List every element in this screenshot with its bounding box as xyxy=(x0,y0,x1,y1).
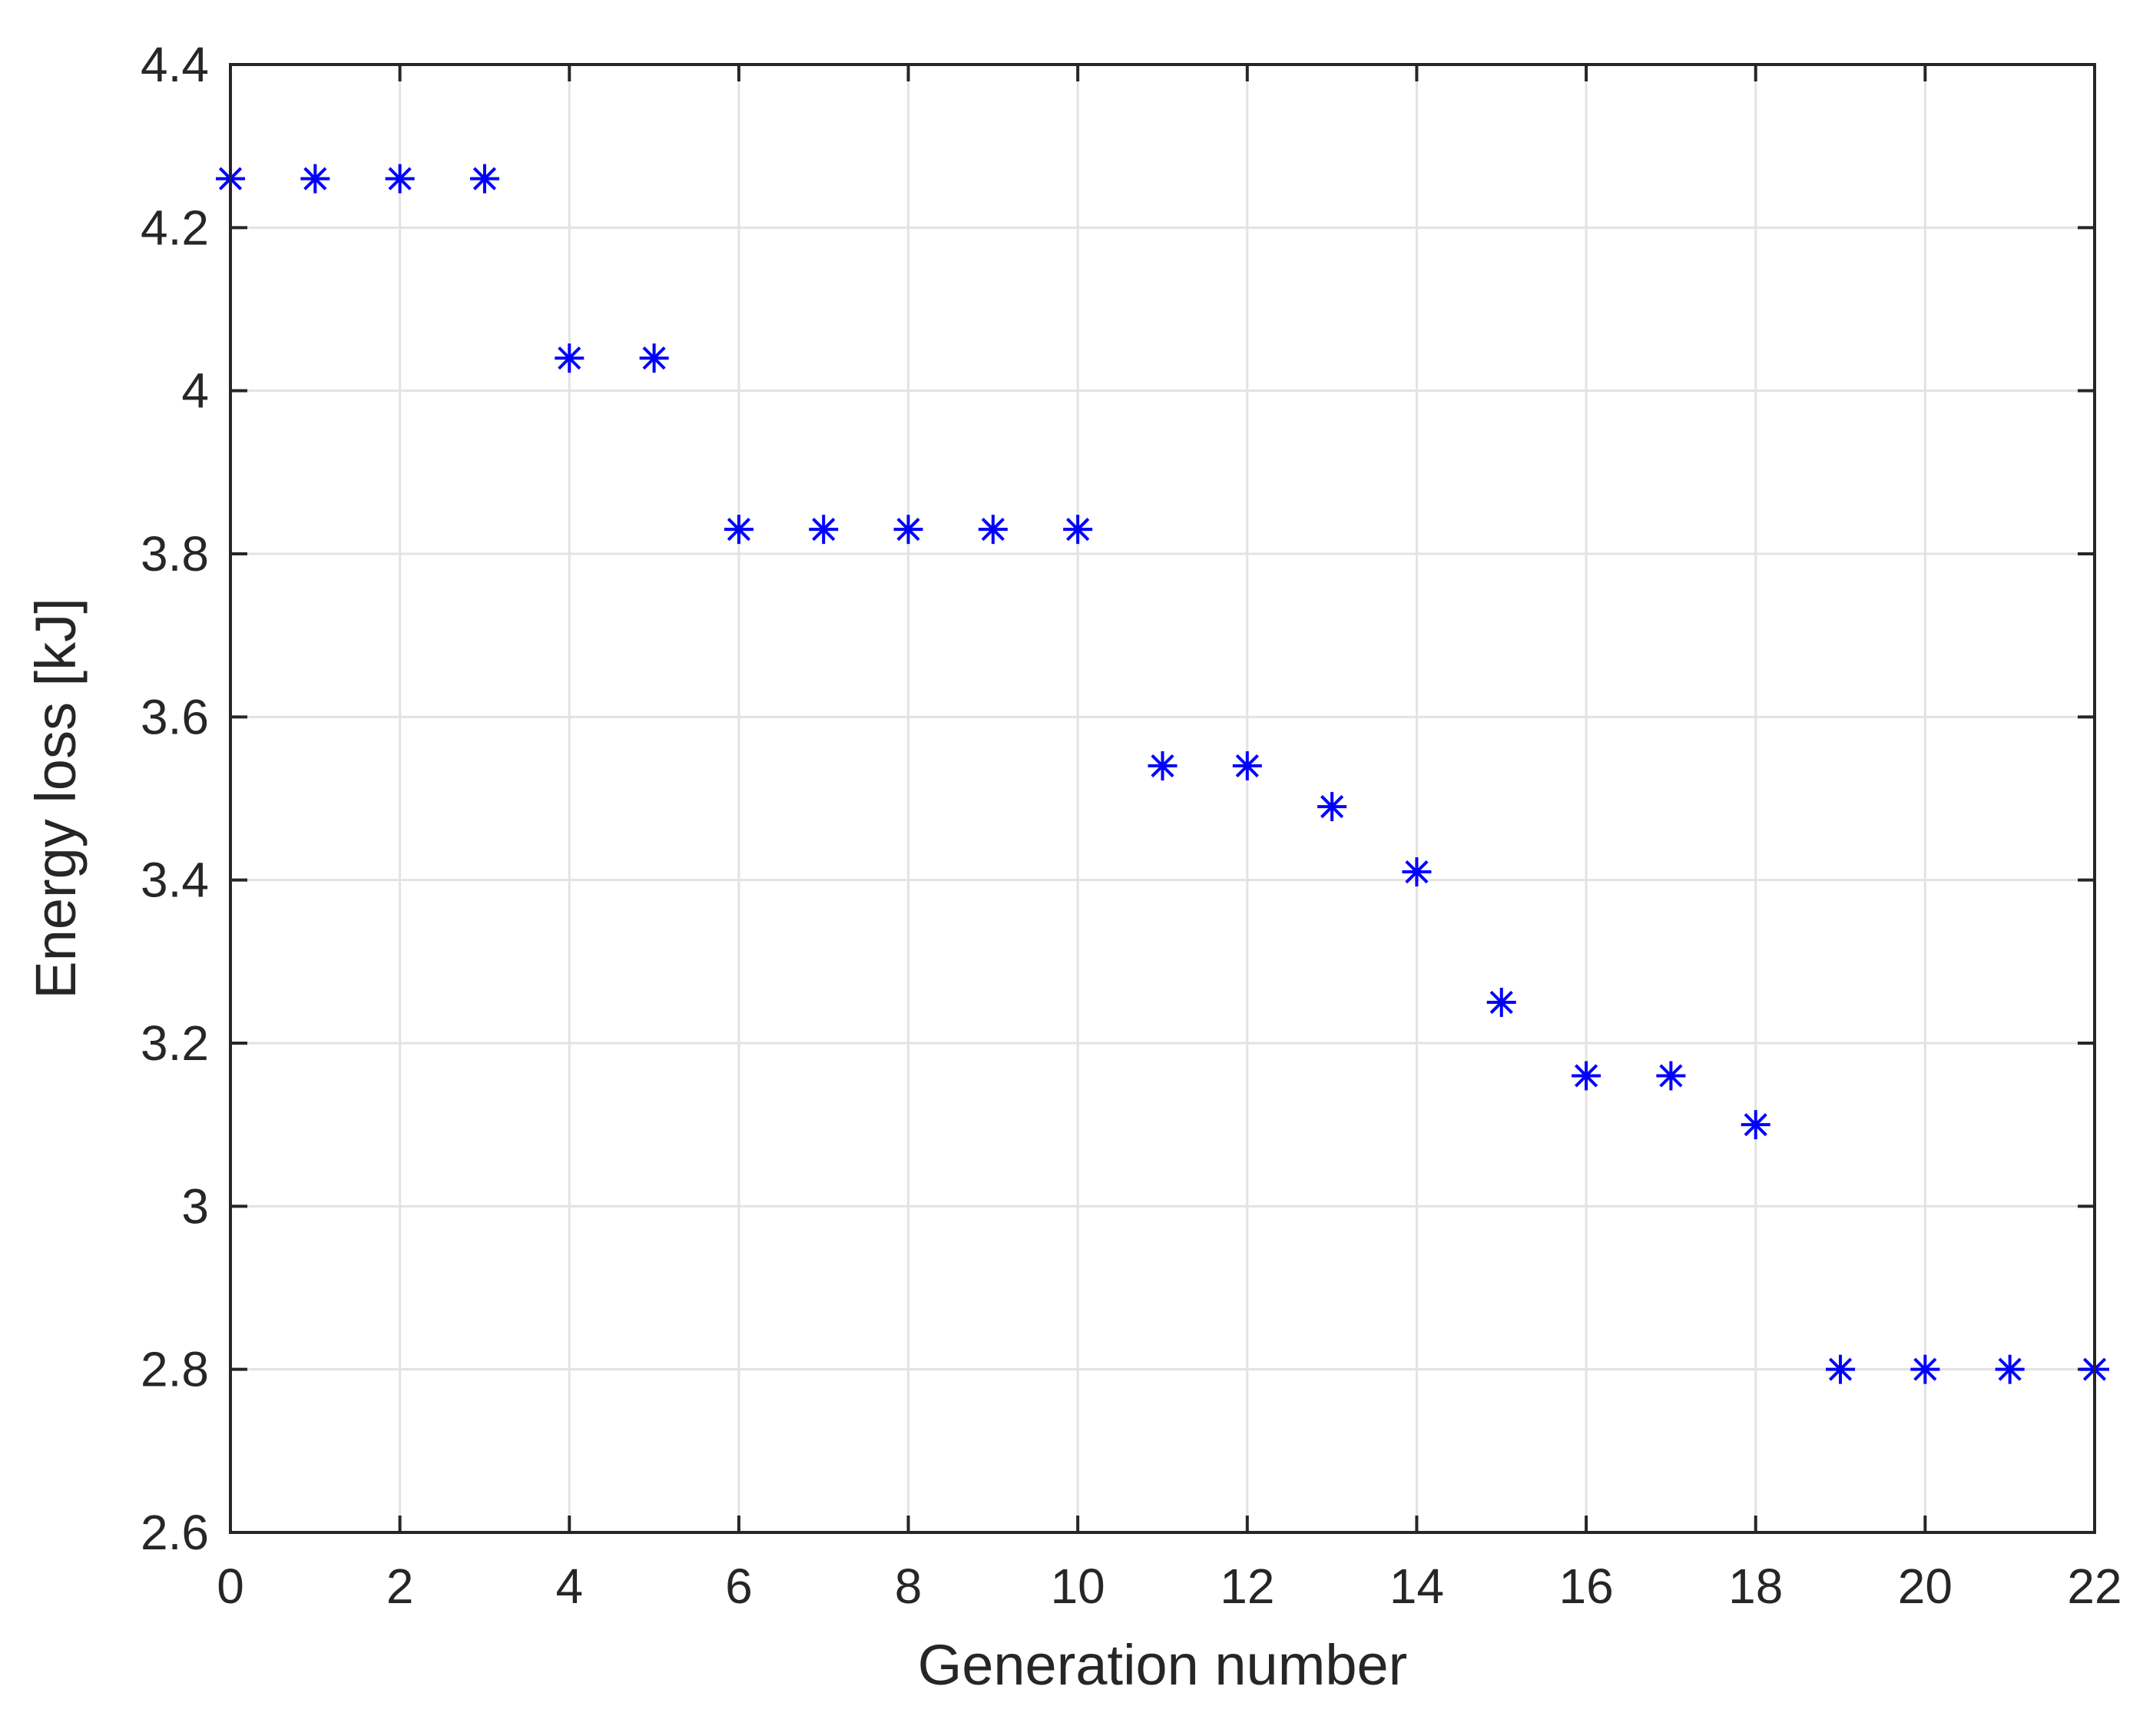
data-point xyxy=(893,515,923,545)
data-point xyxy=(469,164,499,194)
x-tick-label: 16 xyxy=(1558,1559,1613,1614)
plot-area-frame xyxy=(229,63,2096,1534)
y-tick-labels: 2.6 2.8 3 3.2 3.4 3.6 3.8 4 4.2 4.4 xyxy=(141,37,209,1560)
tick-marks xyxy=(229,63,2096,1534)
data-point xyxy=(555,343,585,373)
data-point xyxy=(1995,1354,2025,1384)
data-point xyxy=(1317,792,1347,822)
y-tick-label: 2.8 xyxy=(141,1342,209,1397)
y-tick-label: 3.4 xyxy=(141,853,209,908)
data-point xyxy=(1826,1354,1856,1384)
data-point xyxy=(1910,1354,1940,1384)
x-tick-label: 10 xyxy=(1051,1559,1105,1614)
data-point xyxy=(1402,857,1432,887)
y-axis-title: Energy loss [kJ] xyxy=(24,598,88,999)
data-point xyxy=(978,515,1008,545)
data-point xyxy=(809,515,839,545)
x-tick-label: 20 xyxy=(1898,1559,1953,1614)
data-point xyxy=(1232,751,1262,781)
data-point xyxy=(1656,1061,1686,1091)
x-tick-label: 2 xyxy=(386,1559,414,1614)
x-tick-label: 4 xyxy=(555,1559,583,1614)
x-tick-label: 22 xyxy=(2067,1559,2121,1614)
data-point xyxy=(300,164,330,194)
x-tick-label: 8 xyxy=(895,1559,922,1614)
x-tick-label: 6 xyxy=(725,1559,753,1614)
y-tick-label: 4.2 xyxy=(141,200,209,255)
y-tick-label: 3.2 xyxy=(141,1015,209,1071)
data-point xyxy=(724,515,754,545)
data-point xyxy=(1572,1061,1601,1091)
y-tick-label: 3 xyxy=(181,1178,209,1234)
data-point xyxy=(1486,987,1516,1017)
x-tick-labels: 0 2 4 6 8 10 12 14 16 18 20 22 xyxy=(217,1559,2121,1614)
x-tick-label: 14 xyxy=(1389,1559,1444,1614)
data-point xyxy=(385,164,415,194)
data-point xyxy=(639,343,669,373)
x-tick-label: 18 xyxy=(1728,1559,1783,1614)
y-tick-label: 4 xyxy=(181,363,209,419)
y-tick-label: 2.6 xyxy=(141,1505,209,1560)
grid-lines xyxy=(229,63,2096,1534)
data-point xyxy=(1063,515,1093,545)
data-points xyxy=(216,164,2109,1384)
y-tick-label: 4.4 xyxy=(141,37,209,92)
data-point xyxy=(1741,1110,1770,1140)
x-tick-label: 12 xyxy=(1220,1559,1274,1614)
y-tick-label: 3.8 xyxy=(141,526,209,581)
data-point xyxy=(1148,751,1177,781)
x-tick-label: 0 xyxy=(217,1559,244,1614)
y-tick-label: 3.6 xyxy=(141,689,209,744)
x-axis-title: Generation number xyxy=(918,1633,1408,1697)
